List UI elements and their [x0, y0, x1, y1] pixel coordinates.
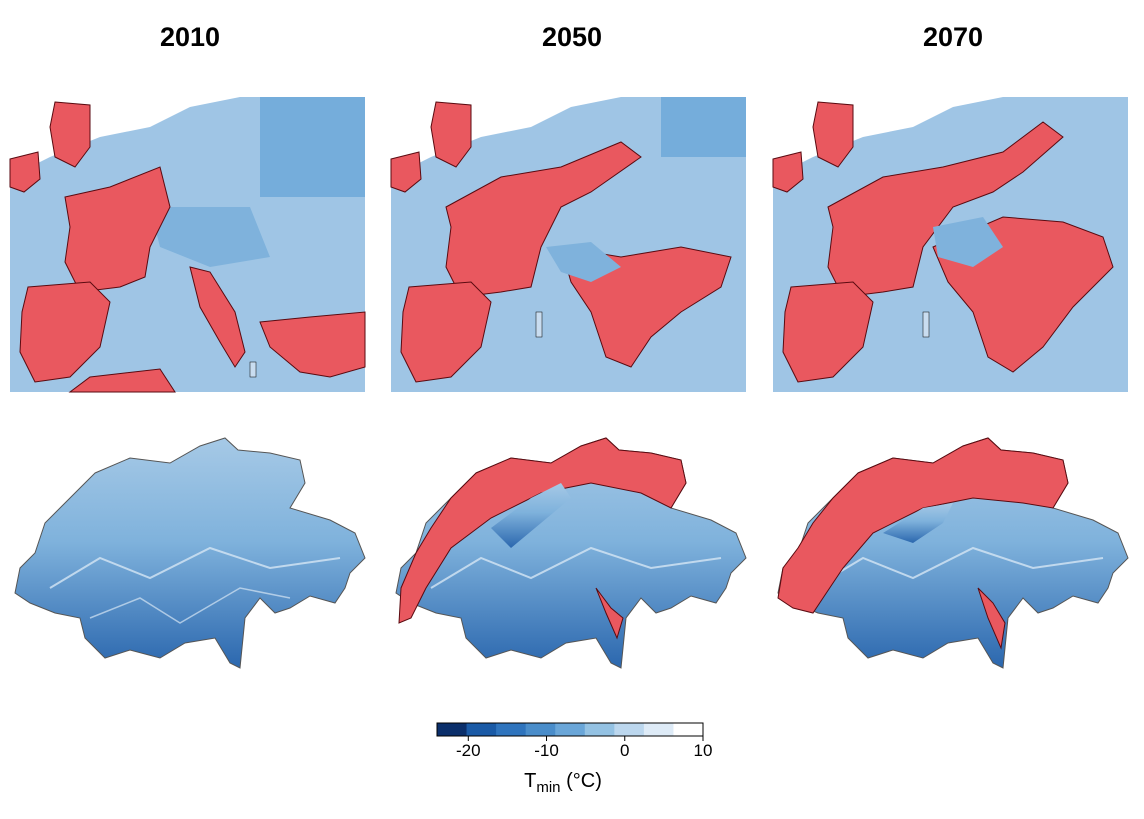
- year-title-2070: 2070: [922, 22, 984, 52]
- colorbar-title-sub: min: [536, 779, 561, 796]
- switzerland-map-2050: [395, 437, 747, 669]
- colorbar-tick-label: -10: [534, 741, 559, 760]
- year-title-2050: 2050: [541, 22, 603, 52]
- colorbar-tick-label: 0: [620, 741, 630, 760]
- colorbar-cell: [673, 723, 704, 736]
- colorbar-tick-label: 10: [693, 741, 713, 760]
- switzerland-map-2010: [14, 437, 366, 669]
- colorbar-cell: [643, 723, 674, 736]
- colorbar-cell: [437, 723, 468, 736]
- year-title-2010: 2010: [159, 22, 221, 52]
- europe-map-2010: [9, 97, 366, 393]
- colorbar-cell: [496, 723, 527, 736]
- colorbar-title-main: T: [524, 770, 537, 792]
- colorbar-cell: [555, 723, 586, 736]
- colorbar-tick-label: -20: [455, 741, 481, 760]
- colorbar-cell: [614, 723, 645, 736]
- colorbar-cell: [525, 723, 556, 736]
- colorbar-cell: [466, 723, 497, 736]
- colorbar-frame: [436, 722, 704, 737]
- europe-map-2070: [772, 97, 1128, 392]
- europe-map-2050: [390, 97, 746, 392]
- colorbar-title: Tmin (°C): [524, 770, 602, 796]
- colorbar-cell: [584, 723, 615, 736]
- colorbar-title-unit: (°C): [560, 770, 602, 792]
- switzerland-map-2070: [777, 437, 1129, 669]
